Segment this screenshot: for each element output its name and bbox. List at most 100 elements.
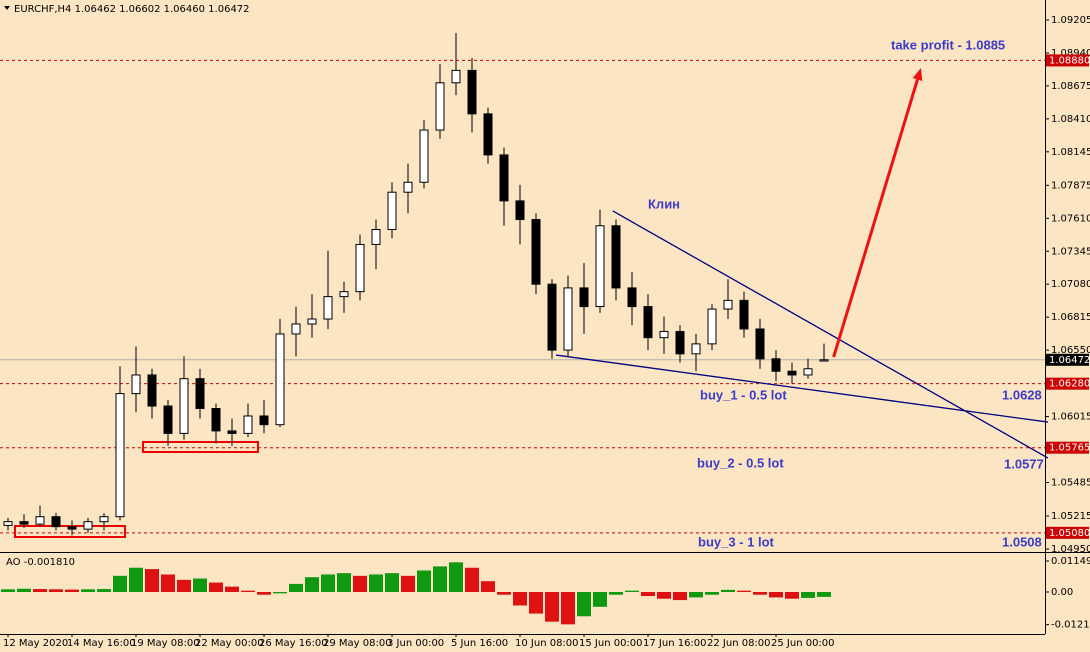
annotation: 1.0628 <box>1002 387 1042 402</box>
candle-body <box>451 69 461 84</box>
x-tick-label: 22 Jun 08:00 <box>707 638 771 649</box>
candle-body <box>403 181 413 193</box>
price-tag-label: 1.05080 <box>1049 528 1090 539</box>
annotation: buy_1 - 0.5 lot <box>700 387 787 402</box>
y-tick-label: 1.08940 <box>1051 48 1090 59</box>
ao-bar <box>513 592 527 606</box>
candle-body <box>179 378 189 434</box>
ao-bar <box>337 573 351 593</box>
annotation: take profit - 1.0885 <box>891 37 1005 52</box>
candle-body <box>195 378 205 410</box>
ao-bar <box>417 570 431 593</box>
ao-bar <box>385 573 399 593</box>
candle-body <box>579 287 589 308</box>
candle-body <box>163 405 173 434</box>
candle-body <box>691 343 701 355</box>
candle-body <box>563 287 573 351</box>
ao-bar <box>545 592 559 622</box>
ao-bar <box>449 562 463 593</box>
y-tick-label: 1.05485 <box>1051 478 1090 489</box>
candle-body <box>147 374 157 407</box>
candle-body <box>243 415 253 434</box>
ao-bar <box>593 592 607 607</box>
candle-body <box>259 415 269 426</box>
price-tag <box>1046 377 1089 390</box>
candle-body <box>323 296 333 320</box>
price-tag-label: 1.06472 <box>1049 355 1090 366</box>
ao-bar <box>673 592 687 601</box>
price-tag <box>1046 441 1089 454</box>
ao-bar <box>753 592 767 595</box>
candle-body <box>659 330 669 339</box>
ao-label: AO -0.001810 <box>6 557 75 568</box>
ao-bar <box>81 589 95 593</box>
candle-body <box>419 129 429 183</box>
candle-body <box>707 308 717 345</box>
ao-bar <box>561 592 575 625</box>
menu-icon <box>4 6 10 10</box>
ao-bar <box>241 590 255 593</box>
x-tick-label: 26 May 16:00 <box>259 638 328 649</box>
ao-bar <box>113 575 127 593</box>
x-tick-label: 12 May 2020 <box>3 638 68 649</box>
y-tick-label: 1.06015 <box>1051 412 1090 423</box>
candle-body <box>547 283 557 351</box>
candle-body <box>99 516 109 523</box>
x-tick-label: 14 May 16:00 <box>67 638 136 649</box>
trendline <box>555 354 1049 423</box>
annotation: buy_2 - 0.5 lot <box>697 455 784 470</box>
ao-bar <box>369 574 383 593</box>
highlight-box <box>142 441 259 453</box>
y-tick-label: 1.07610 <box>1051 213 1090 224</box>
target-arrow <box>832 79 919 358</box>
ao-bar <box>577 592 591 617</box>
candle-body <box>115 393 125 518</box>
candle-body <box>515 200 525 221</box>
ao-bar <box>305 577 319 593</box>
candle-body <box>627 287 637 308</box>
ao-bar <box>609 592 623 595</box>
x-tick-label: 15 Jun 00:00 <box>579 638 643 649</box>
y-tick-label: 1.09205 <box>1051 15 1090 26</box>
ao-bar <box>785 592 799 599</box>
ao-bar <box>689 592 703 598</box>
price-tag <box>1046 54 1089 67</box>
candle-body <box>467 69 477 115</box>
ao-bar <box>817 592 831 597</box>
y-tick-label: 1.06815 <box>1051 312 1090 323</box>
ao-bar <box>257 592 271 595</box>
ao-tick-label: 0.011497 <box>1051 556 1090 567</box>
candle-body <box>611 225 621 289</box>
ao-bar <box>433 566 447 593</box>
candle-body <box>131 374 141 395</box>
annotation: 1.0508 <box>1002 534 1042 549</box>
ao-bar <box>721 589 735 593</box>
candle-body <box>595 225 605 308</box>
candle-body <box>771 358 781 372</box>
x-tick-label: 25 Jun 00:00 <box>771 638 835 649</box>
candle-body <box>755 328 765 360</box>
price-tag-label: 1.05765 <box>1049 443 1090 454</box>
ao-bar <box>321 574 335 593</box>
candle-body <box>387 191 397 231</box>
ao-bar <box>225 586 239 593</box>
ao-bar <box>769 592 783 598</box>
ao-bar <box>705 592 719 595</box>
ao-bar <box>481 581 495 593</box>
ao-tick-label: 0.00 <box>1051 587 1073 598</box>
candle-body <box>819 359 829 362</box>
x-tick-label: 19 May 08:00 <box>131 638 200 649</box>
y-tick-label: 1.08410 <box>1051 114 1090 125</box>
ao-bar <box>145 569 159 593</box>
candle-body <box>483 113 493 156</box>
y-tick-label: 1.08145 <box>1051 147 1090 158</box>
y-tick-label: 1.05215 <box>1051 511 1090 522</box>
ao-bar <box>65 589 79 593</box>
x-tick-label: 5 Jun 16:00 <box>451 638 508 649</box>
candle-body <box>307 318 317 325</box>
candle-body <box>35 516 45 525</box>
candle-body <box>787 370 797 376</box>
x-tick-label: 29 May 08:00 <box>323 638 392 649</box>
y-tick-label: 1.08675 <box>1051 81 1090 92</box>
